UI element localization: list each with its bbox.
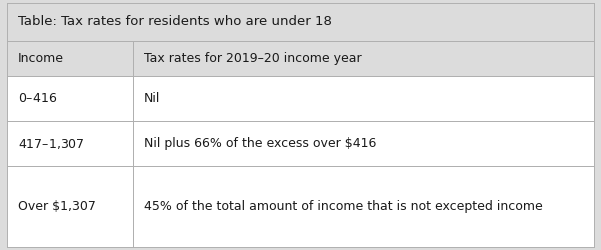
Bar (133, 76, 594, 121)
Text: Nil plus 66% of the excess over $416: Nil plus 66% of the excess over $416 (144, 138, 376, 150)
Text: Over $1,307: Over $1,307 (18, 200, 96, 213)
Bar (7, 76, 133, 121)
Bar (7, 3, 594, 41)
Text: Income: Income (18, 52, 64, 65)
Bar (133, 41, 594, 76)
Text: Nil: Nil (144, 92, 160, 105)
Text: $417 – $1,307: $417 – $1,307 (18, 137, 85, 151)
Bar (7, 121, 133, 166)
Text: 45% of the total amount of income that is not excepted income: 45% of the total amount of income that i… (144, 200, 543, 213)
Bar (133, 121, 594, 166)
Bar (133, 166, 594, 247)
Bar (7, 166, 133, 247)
Text: Table: Tax rates for residents who are under 18: Table: Tax rates for residents who are u… (18, 16, 332, 28)
Text: $0 – $416: $0 – $416 (18, 92, 57, 105)
Bar (7, 41, 133, 76)
Text: Tax rates for 2019–20 income year: Tax rates for 2019–20 income year (144, 52, 362, 65)
